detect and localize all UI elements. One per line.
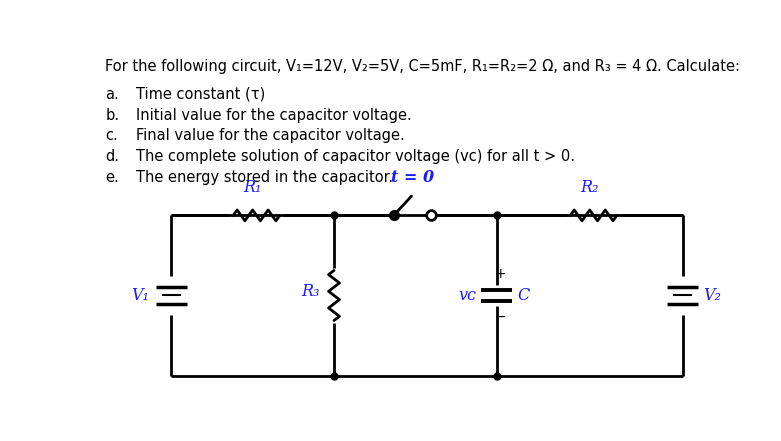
Text: +: + (495, 267, 506, 281)
Text: R₃: R₃ (301, 283, 320, 300)
Text: The complete solution of capacitor voltage (vᴄ) for all t > 0.: The complete solution of capacitor volta… (137, 149, 576, 164)
Text: b.: b. (105, 108, 119, 123)
Text: V₂: V₂ (703, 287, 721, 304)
Text: c.: c. (105, 128, 118, 143)
Text: −: − (495, 310, 506, 324)
Text: R₁: R₁ (244, 179, 262, 196)
Text: Time constant (τ): Time constant (τ) (137, 87, 266, 102)
Text: For the following circuit, V₁=12V, V₂=5V, C=5mF, R₁=R₂=2 Ω, and R₃ = 4 Ω. Calcul: For the following circuit, V₁=12V, V₂=5V… (105, 59, 740, 74)
Text: R₂: R₂ (580, 179, 599, 196)
Text: e.: e. (105, 170, 119, 185)
Text: vᴄ: vᴄ (458, 287, 476, 304)
Text: t = 0: t = 0 (390, 169, 433, 186)
Text: V₁: V₁ (131, 287, 149, 304)
Text: a.: a. (105, 87, 119, 102)
Text: C: C (518, 287, 530, 304)
Text: Initial value for the capacitor voltage.: Initial value for the capacitor voltage. (137, 108, 412, 123)
Text: The energy stored in the capacitor.: The energy stored in the capacitor. (137, 170, 394, 185)
Text: Final value for the capacitor voltage.: Final value for the capacitor voltage. (137, 128, 405, 143)
Text: d.: d. (105, 149, 119, 164)
